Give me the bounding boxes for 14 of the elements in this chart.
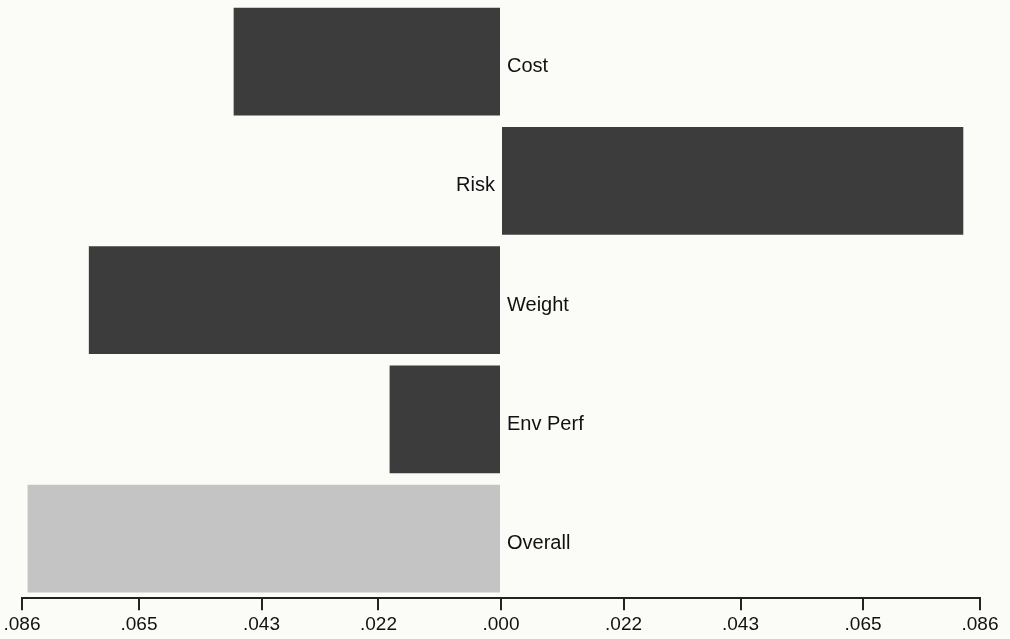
- y-tick-label: Env Perf: [507, 411, 585, 434]
- x-tick-label: .065: [120, 612, 158, 634]
- y-tick-label: Risk: [456, 173, 496, 196]
- y-tick-label: Weight: [507, 292, 570, 315]
- x-tick-label: .086: [961, 612, 999, 634]
- x-tick-label: .043: [243, 612, 280, 634]
- y-tick-label: Overall: [507, 531, 571, 554]
- x-tick-label: .065: [844, 612, 882, 634]
- x-tick-label: .086: [3, 612, 41, 634]
- x-tick-label: .022: [605, 612, 643, 634]
- x-tick-label: .022: [359, 612, 397, 634]
- x-tick-label: .000: [482, 612, 520, 634]
- x-tick-label: .043: [722, 612, 759, 634]
- y-tick-label: Cost: [507, 54, 549, 77]
